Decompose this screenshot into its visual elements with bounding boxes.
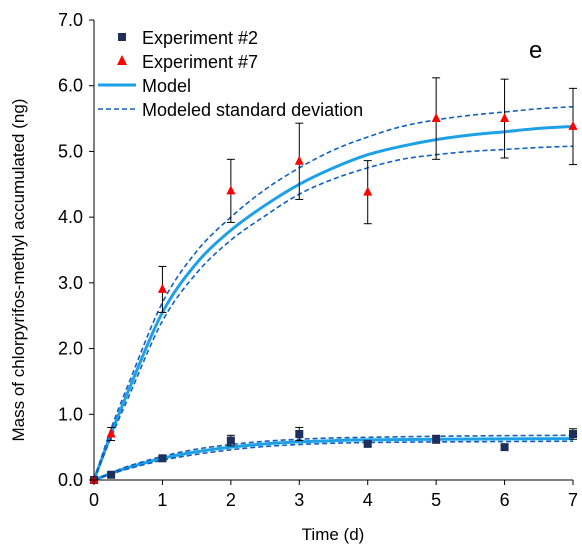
data-point-experiment-7 (500, 112, 510, 123)
legend-marker-triangle (117, 55, 127, 65)
data-point-experiment-7 (568, 120, 578, 130)
x-tick-label: 0 (89, 490, 99, 510)
data-point-experiment-7 (294, 155, 304, 165)
y-tick-label: 2.0 (58, 339, 83, 359)
data-point-experiment-2 (500, 443, 509, 452)
x-tick-label: 1 (157, 490, 167, 510)
y-tick-label: 5.0 (58, 141, 83, 161)
plot-area (89, 77, 578, 484)
x-tick-label: 7 (568, 490, 578, 510)
legend-label: Model (142, 76, 191, 96)
data-point-experiment-7 (431, 112, 441, 123)
y-tick-label: 4.0 (58, 207, 83, 227)
x-tick-label: 5 (431, 490, 441, 510)
data-point-experiment-2 (226, 436, 235, 445)
data-point-experiment-7 (157, 283, 167, 293)
y-axis-label: Mass of chlorpyrifos-methyl accumulated … (9, 99, 28, 442)
legend-label: Experiment #7 (142, 52, 258, 72)
x-tick-label: 2 (226, 490, 236, 510)
y-tick-label: 6.0 (58, 76, 83, 96)
legend-label: Experiment #2 (142, 28, 258, 48)
model-sd-line (93, 440, 574, 481)
legend-marker-square (118, 33, 126, 41)
y-tick-label: 0.0 (58, 470, 83, 490)
legend-label: Modeled standard deviation (142, 100, 363, 120)
data-point-experiment-7 (226, 185, 236, 195)
y-tick-label: 1.0 (58, 404, 83, 424)
model-sd-line (93, 105, 574, 481)
data-point-experiment-7 (106, 428, 116, 438)
x-axis-label: Time (d) (302, 525, 365, 544)
model-sd-line (93, 145, 574, 481)
x-tick-label: 4 (363, 490, 373, 510)
model-sd-line (93, 434, 574, 481)
data-point-experiment-2 (295, 430, 304, 438)
y-tick-label: 7.0 (58, 10, 83, 30)
panel-label: e (529, 37, 542, 64)
model-line (92, 124, 574, 481)
data-point-experiment-2 (432, 435, 441, 444)
data-point-experiment-2 (107, 470, 116, 479)
x-tick-label: 6 (500, 490, 510, 510)
legend: Experiment #2 Experiment #7 Model Modeled s… (98, 28, 363, 120)
data-point-experiment-2 (363, 439, 372, 448)
axes: 0.0 1.0 2.0 3.0 4.0 5.0 6.0 7.0 0 1 2 3 4 5 6 7 (58, 10, 578, 510)
data-point-experiment-2 (158, 454, 167, 463)
data-point-experiment-2 (569, 430, 577, 438)
data-point-experiment-7 (363, 186, 373, 196)
x-tick-label: 3 (294, 490, 304, 510)
y-tick-label: 3.0 (58, 273, 83, 293)
